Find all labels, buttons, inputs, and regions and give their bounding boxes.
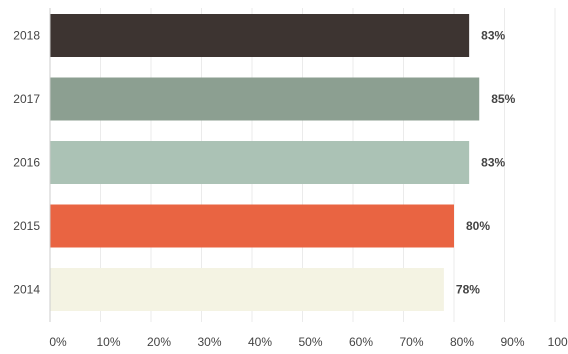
x-axis: 0% 10% 20% 30% 40% 50% 60% 70% 80% 90% 100% [49, 8, 568, 349]
x-tick-label-60: 60% [349, 335, 373, 349]
bars [50, 14, 480, 311]
category-label-2015: 2015 [13, 219, 40, 233]
x-tick-label-40: 40% [248, 335, 272, 349]
x-tick-label-10: 10% [96, 335, 120, 349]
bar-2016 [50, 141, 470, 184]
bar-2017 [50, 77, 480, 121]
x-tick-label-90: 90% [500, 335, 524, 349]
data-label-2017: 85% [491, 92, 515, 106]
bar-2014 [50, 268, 444, 311]
data-label-2014: 78% [456, 283, 480, 297]
data-labels: 83% 85% 83% 80% 78% [456, 29, 516, 297]
x-tick-label-50: 50% [298, 335, 322, 349]
category-label-2018: 2018 [13, 29, 40, 43]
data-label-2016: 83% [481, 156, 505, 170]
category-label-2017: 2017 [13, 92, 40, 106]
data-label-2015: 80% [466, 219, 490, 233]
data-label-2018: 83% [481, 29, 505, 43]
x-tick-label-20: 20% [147, 335, 171, 349]
bar-2015 [50, 204, 454, 248]
category-labels: 2018 2017 2016 2015 2014 [13, 29, 40, 297]
x-tick-label-100: 100% [548, 335, 568, 349]
x-tick-label-0: 0% [49, 335, 67, 349]
x-tick-label-30: 30% [197, 335, 221, 349]
category-label-2016: 2016 [13, 156, 40, 170]
category-label-2014: 2014 [13, 283, 40, 297]
x-tick-label-80: 80% [450, 335, 474, 349]
bar-2018 [50, 14, 470, 57]
x-tick-label-70: 70% [399, 335, 423, 349]
